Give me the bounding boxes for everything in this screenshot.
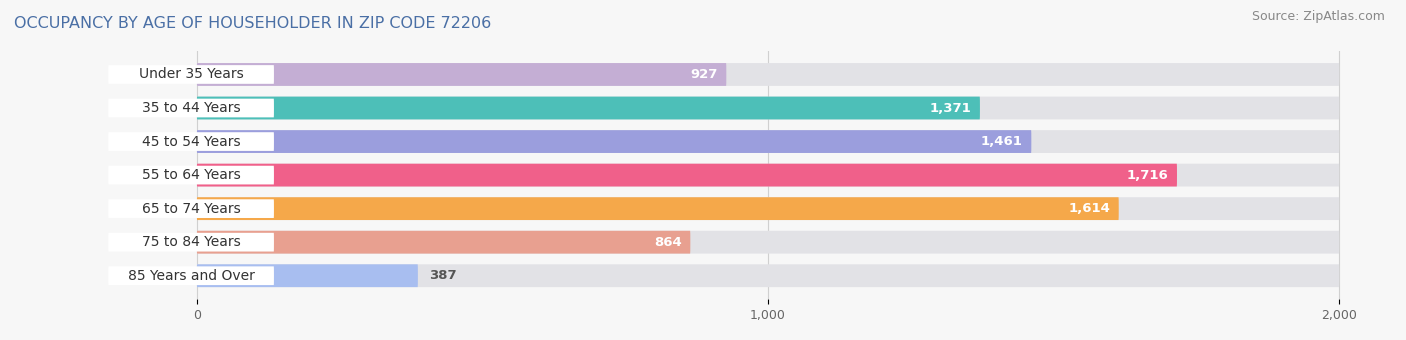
Text: 45 to 54 Years: 45 to 54 Years	[142, 135, 240, 149]
FancyBboxPatch shape	[108, 99, 274, 117]
FancyBboxPatch shape	[197, 164, 1177, 187]
Text: 55 to 64 Years: 55 to 64 Years	[142, 168, 240, 182]
FancyBboxPatch shape	[108, 132, 274, 151]
FancyBboxPatch shape	[108, 199, 274, 218]
Text: 65 to 74 Years: 65 to 74 Years	[142, 202, 240, 216]
Text: 1,716: 1,716	[1126, 169, 1168, 182]
Text: 1,461: 1,461	[981, 135, 1022, 148]
FancyBboxPatch shape	[197, 63, 1340, 86]
FancyBboxPatch shape	[197, 231, 1340, 254]
FancyBboxPatch shape	[197, 264, 1340, 287]
FancyBboxPatch shape	[108, 65, 274, 84]
Text: Under 35 Years: Under 35 Years	[139, 67, 243, 82]
FancyBboxPatch shape	[197, 231, 690, 254]
Text: 864: 864	[654, 236, 682, 249]
Text: 35 to 44 Years: 35 to 44 Years	[142, 101, 240, 115]
Text: OCCUPANCY BY AGE OF HOUSEHOLDER IN ZIP CODE 72206: OCCUPANCY BY AGE OF HOUSEHOLDER IN ZIP C…	[14, 16, 491, 31]
Text: Source: ZipAtlas.com: Source: ZipAtlas.com	[1251, 10, 1385, 23]
FancyBboxPatch shape	[197, 197, 1340, 220]
FancyBboxPatch shape	[108, 166, 274, 185]
FancyBboxPatch shape	[108, 266, 274, 285]
Text: 387: 387	[429, 269, 457, 282]
Text: 75 to 84 Years: 75 to 84 Years	[142, 235, 240, 249]
FancyBboxPatch shape	[197, 97, 980, 119]
Text: 1,614: 1,614	[1069, 202, 1111, 215]
FancyBboxPatch shape	[197, 130, 1340, 153]
Text: 85 Years and Over: 85 Years and Over	[128, 269, 254, 283]
Text: 927: 927	[690, 68, 718, 81]
FancyBboxPatch shape	[197, 164, 1340, 187]
Text: 1,371: 1,371	[929, 102, 972, 115]
FancyBboxPatch shape	[197, 130, 1032, 153]
FancyBboxPatch shape	[108, 233, 274, 252]
FancyBboxPatch shape	[197, 97, 1340, 119]
FancyBboxPatch shape	[197, 197, 1119, 220]
FancyBboxPatch shape	[197, 264, 418, 287]
FancyBboxPatch shape	[197, 63, 727, 86]
